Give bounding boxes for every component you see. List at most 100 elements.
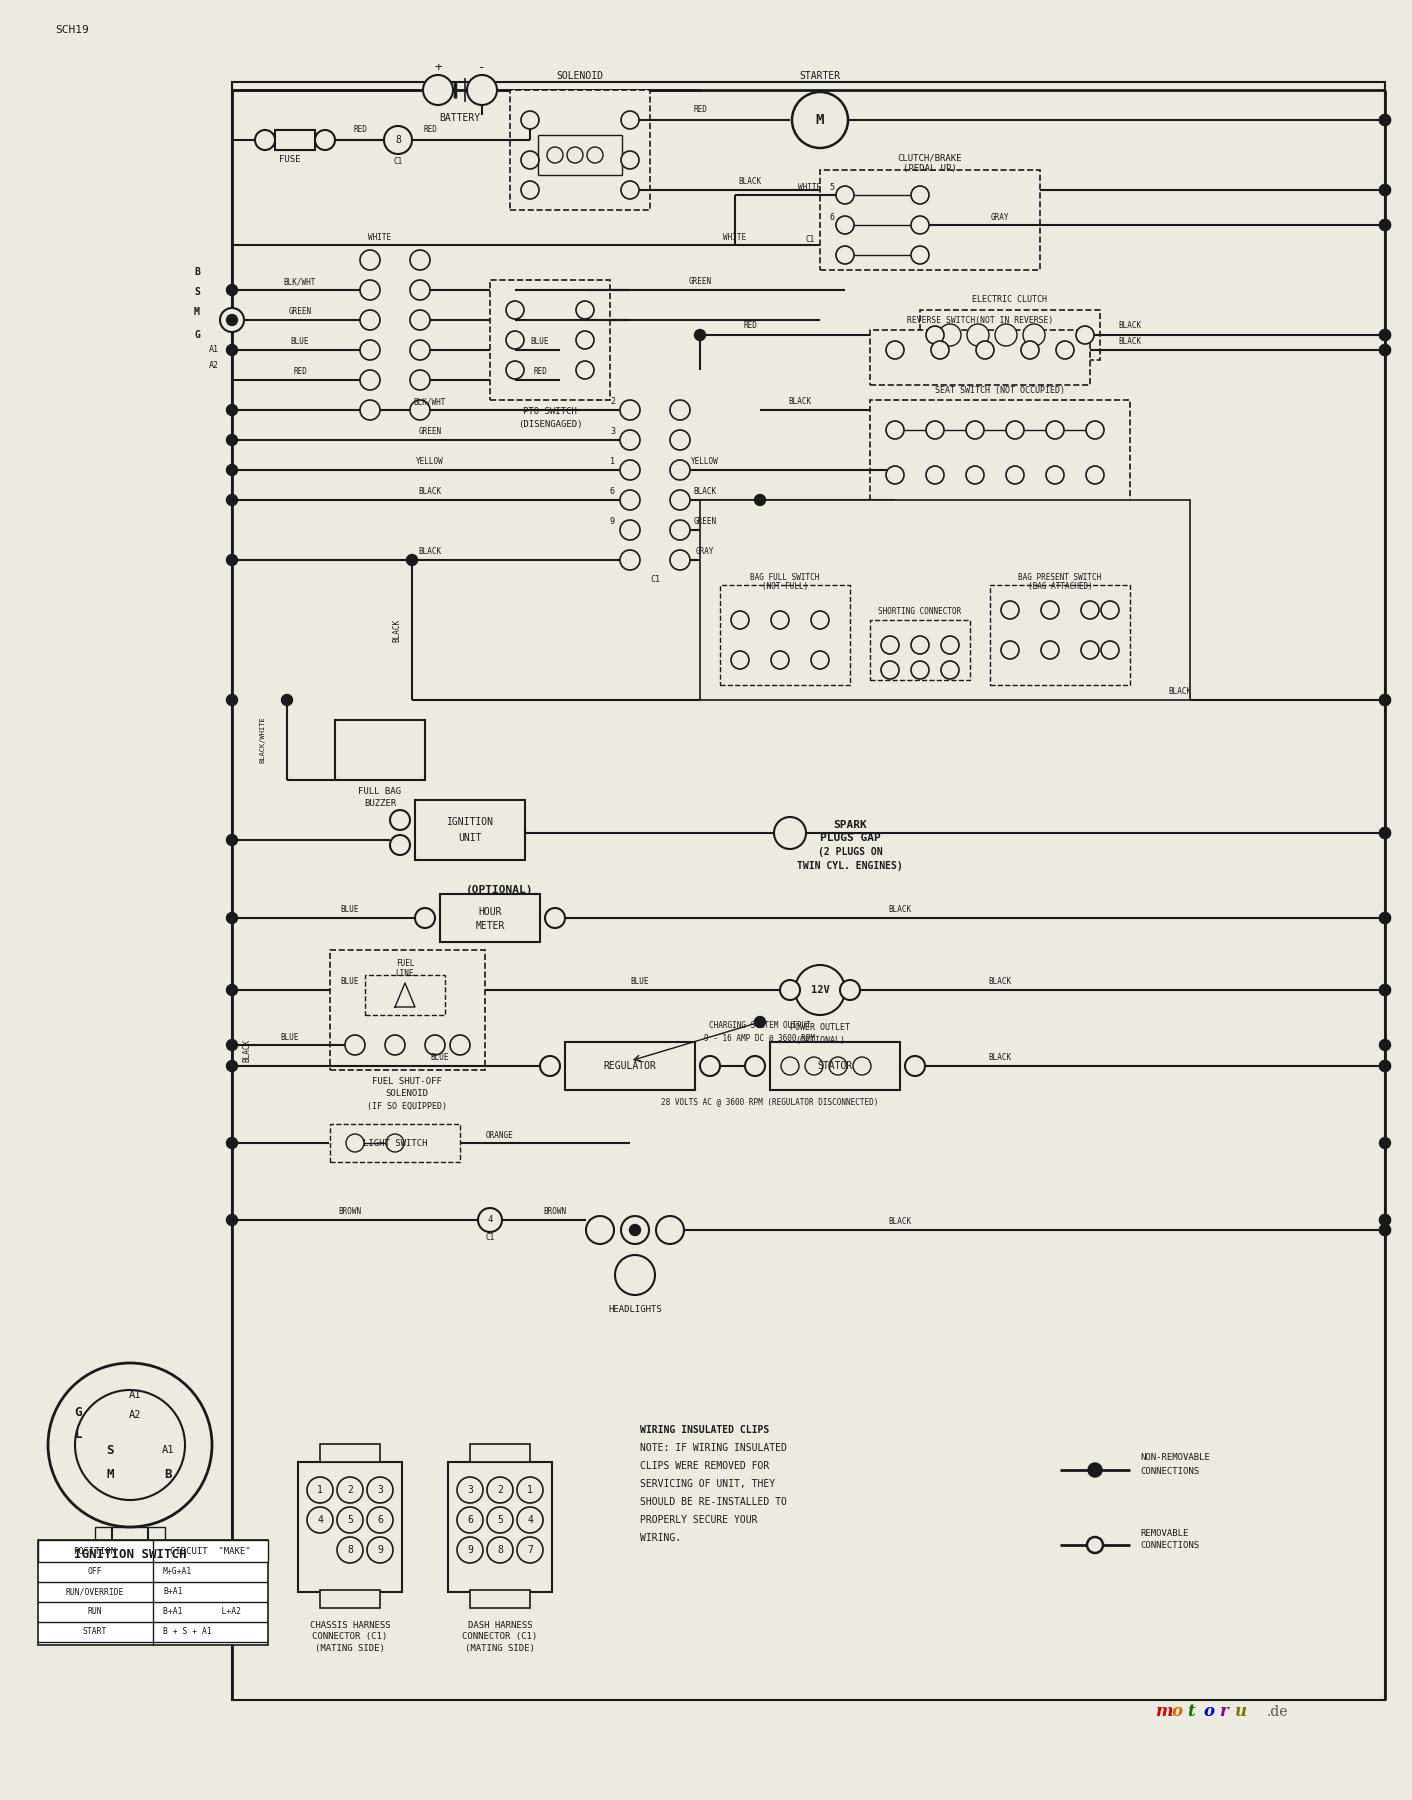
Text: BLACK: BLACK (393, 619, 401, 641)
Circle shape (479, 1208, 503, 1231)
Text: GREEN: GREEN (689, 277, 712, 286)
Circle shape (385, 1134, 404, 1152)
Text: SPARK: SPARK (833, 821, 867, 830)
Text: (OPTIONAL): (OPTIONAL) (795, 1035, 844, 1044)
Circle shape (695, 329, 706, 340)
Bar (232, 83, 1385, 1699)
Circle shape (911, 661, 929, 679)
Circle shape (881, 661, 899, 679)
Circle shape (774, 817, 806, 850)
Circle shape (360, 340, 380, 360)
Circle shape (517, 1537, 544, 1562)
Circle shape (487, 1537, 513, 1562)
Circle shape (256, 130, 275, 149)
Circle shape (390, 810, 409, 830)
Circle shape (1380, 344, 1391, 356)
Text: REGULATOR: REGULATOR (603, 1060, 657, 1071)
Text: BLACK: BLACK (1118, 322, 1141, 331)
Bar (870, 329, 1090, 385)
Text: TWIN CYL. ENGINES): TWIN CYL. ENGINES) (798, 860, 902, 871)
Circle shape (384, 126, 412, 155)
Text: ELECTRIC CLUTCH: ELECTRIC CLUTCH (973, 295, 1048, 304)
Text: BLACK/WHITE: BLACK/WHITE (258, 716, 265, 763)
Circle shape (226, 434, 237, 446)
Text: o: o (1171, 1703, 1182, 1721)
Text: BLACK: BLACK (888, 1217, 912, 1226)
Circle shape (771, 610, 789, 628)
Text: SHOULD BE RE-INSTALLED TO: SHOULD BE RE-INSTALLED TO (640, 1498, 786, 1507)
Text: M: M (193, 308, 201, 317)
Text: 5: 5 (347, 1516, 353, 1525)
Text: A2: A2 (209, 360, 219, 369)
Circle shape (360, 371, 380, 391)
Circle shape (836, 216, 854, 234)
Circle shape (1380, 329, 1391, 340)
Text: (2 PLUGS ON: (2 PLUGS ON (818, 848, 882, 857)
Circle shape (620, 430, 640, 450)
Text: CLUTCH/BRAKE: CLUTCH/BRAKE (898, 153, 962, 162)
Text: M: M (106, 1469, 114, 1481)
Circle shape (505, 362, 524, 380)
Circle shape (810, 652, 829, 670)
Circle shape (1380, 115, 1391, 126)
Circle shape (226, 1040, 237, 1051)
Circle shape (226, 495, 237, 506)
Circle shape (409, 340, 431, 360)
Circle shape (911, 185, 929, 203)
Text: DASH HARNESS: DASH HARNESS (467, 1620, 532, 1629)
Text: C1: C1 (394, 158, 402, 167)
Text: BLACK: BLACK (888, 905, 912, 914)
Bar (470, 1589, 530, 1607)
Text: FULL BAG: FULL BAG (359, 788, 401, 796)
Bar (921, 310, 1100, 360)
Text: S: S (193, 286, 201, 297)
Circle shape (75, 1390, 185, 1499)
Circle shape (810, 610, 829, 628)
Bar (870, 400, 1130, 509)
Text: BROWN: BROWN (544, 1208, 566, 1217)
Text: 2: 2 (347, 1485, 353, 1496)
Text: CLIPS WERE REMOVED FOR: CLIPS WERE REMOVED FOR (640, 1462, 770, 1471)
Text: u: u (1236, 1703, 1247, 1721)
Circle shape (840, 979, 860, 1001)
Circle shape (539, 1057, 561, 1076)
Circle shape (517, 1507, 544, 1534)
Circle shape (568, 148, 583, 164)
Circle shape (226, 1215, 237, 1226)
Text: REVERSE SWITCH(NOT IN REVERSE): REVERSE SWITCH(NOT IN REVERSE) (907, 315, 1053, 324)
Circle shape (450, 1035, 470, 1055)
Text: 6: 6 (467, 1516, 473, 1525)
Circle shape (621, 182, 640, 200)
Text: m: m (1155, 1703, 1172, 1721)
Text: BLACK: BLACK (1118, 338, 1141, 346)
Circle shape (521, 112, 539, 130)
Circle shape (367, 1478, 393, 1503)
Text: BUZZER: BUZZER (364, 799, 397, 808)
Bar (321, 1444, 380, 1462)
Bar (275, 130, 315, 149)
Bar (470, 1444, 530, 1462)
Circle shape (306, 1507, 333, 1534)
Text: HEADLIGHTS: HEADLIGHTS (609, 1305, 662, 1314)
Circle shape (424, 76, 453, 104)
Circle shape (621, 1217, 650, 1244)
Text: NOTE: IF WIRING INSULATED: NOTE: IF WIRING INSULATED (640, 1444, 786, 1453)
Circle shape (306, 1478, 333, 1503)
Circle shape (1380, 1224, 1391, 1235)
Circle shape (587, 148, 603, 164)
Text: RUN/OVERRIDE: RUN/OVERRIDE (66, 1588, 124, 1597)
Text: FUEL SHUT-OFF: FUEL SHUT-OFF (373, 1078, 442, 1087)
Circle shape (616, 1255, 655, 1294)
Circle shape (1024, 324, 1045, 346)
Circle shape (1380, 695, 1391, 706)
Text: 6: 6 (610, 488, 616, 497)
Circle shape (367, 1507, 393, 1534)
Text: WHITE: WHITE (798, 184, 822, 193)
Text: BLK/WHT: BLK/WHT (414, 398, 446, 407)
Text: C1: C1 (805, 236, 815, 245)
Circle shape (505, 331, 524, 349)
Text: NON-REMOVABLE: NON-REMOVABLE (1139, 1454, 1210, 1462)
Text: C1: C1 (486, 1233, 494, 1242)
Circle shape (505, 301, 524, 319)
Text: LINE: LINE (395, 968, 414, 977)
